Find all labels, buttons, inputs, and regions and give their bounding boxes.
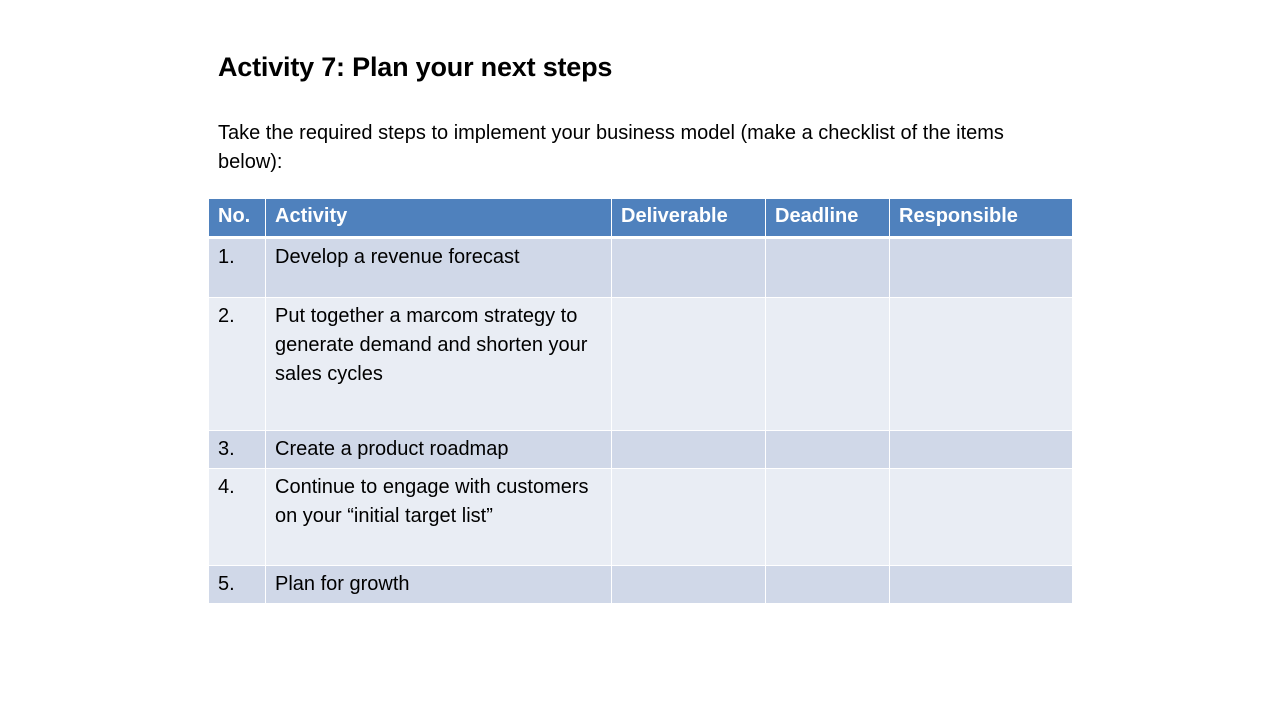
row-number: 5. <box>208 565 266 604</box>
row-deadline <box>765 297 890 431</box>
header-activity: Activity <box>265 198 612 239</box>
row-number: 1. <box>208 237 266 298</box>
row-deliverable <box>611 565 766 604</box>
next-steps-table: No. Activity Deliverable Deadline Respon… <box>208 198 1073 604</box>
row-activity: Plan for growth <box>265 565 612 604</box>
header-deliverable: Deliverable <box>611 198 766 239</box>
table-row: 2. Put together a marcom strategy to gen… <box>208 297 1073 431</box>
intro-text: Take the required steps to implement you… <box>218 122 1004 173</box>
row-deliverable <box>611 237 766 298</box>
row-responsible <box>889 430 1073 469</box>
row-activity: Create a product roadmap <box>265 430 612 469</box>
header-responsible: Responsible <box>889 198 1073 239</box>
row-deliverable <box>611 468 766 566</box>
slide-title: Activity 7: Plan your next steps <box>218 52 613 82</box>
row-number: 4. <box>208 468 266 566</box>
row-deadline <box>765 237 890 298</box>
row-deadline <box>765 565 890 604</box>
row-deliverable <box>611 430 766 469</box>
table-row: 1. Develop a revenue forecast <box>208 237 1073 298</box>
row-responsible <box>889 565 1073 604</box>
row-activity: Continue to engage with customers on you… <box>265 468 612 566</box>
row-deliverable <box>611 297 766 431</box>
row-number: 3. <box>208 430 266 469</box>
row-responsible <box>889 468 1073 566</box>
row-deadline <box>765 430 890 469</box>
table-row: 3. Create a product roadmap <box>208 430 1073 469</box>
table-row: 5. Plan for growth <box>208 565 1073 604</box>
table-row: 4. Continue to engage with customers on … <box>208 468 1073 566</box>
header-no: No. <box>208 198 266 239</box>
row-responsible <box>889 237 1073 298</box>
row-activity: Develop a revenue forecast <box>265 237 612 298</box>
row-deadline <box>765 468 890 566</box>
row-activity: Put together a marcom strategy to genera… <box>265 297 612 431</box>
row-responsible <box>889 297 1073 431</box>
table-header-row: No. Activity Deliverable Deadline Respon… <box>208 198 1073 239</box>
header-deadline: Deadline <box>765 198 890 239</box>
row-number: 2. <box>208 297 266 431</box>
